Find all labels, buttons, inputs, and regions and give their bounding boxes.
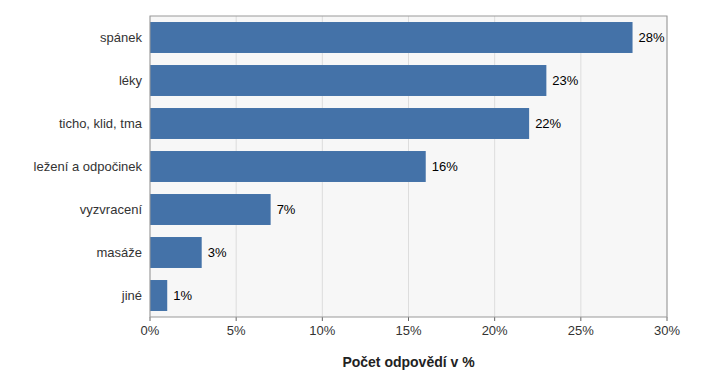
tick-mark [236,317,237,321]
bar [150,151,426,182]
category-label: jiné [121,288,142,303]
x-axis: 0% 5% 10% 15% 20% 25% 30% [141,317,681,338]
data-label: 3% [208,245,227,260]
grid-line [580,16,581,317]
tick-mark [667,317,668,321]
bar [150,108,529,139]
grid-line [494,16,495,317]
tick-label: 0% [141,323,160,338]
page: {"chart_data": {"type": "bar", "orientat… [0,0,701,379]
tick-label: 20% [482,323,508,338]
x-axis-label: Počet odpovědí v % [342,354,475,370]
data-label: 16% [432,159,458,174]
tick-label: 30% [654,323,680,338]
tick-mark [408,317,409,321]
category-label: ticho, klid, tma [59,116,143,131]
tick-label: 25% [568,323,594,338]
tick-mark [150,317,151,321]
bar [150,237,202,268]
data-label: 7% [277,202,296,217]
tick-mark [322,317,323,321]
data-label: 22% [535,116,561,131]
data-labels: 1% 3% 7% 16% 22% 23% 28% [173,30,665,303]
category-label: léky [119,73,143,88]
category-label: ležení a odpočinek [34,159,143,174]
chart: 0% 5% 10% 15% 20% 25% 30% 1% 3% 7% 16% 22% 23% 28% jin… [0,0,701,379]
grid [150,16,667,317]
y-axis: jiné masáže vyzvracení ležení a odpočinek ti… [34,30,143,303]
plot-frame [150,16,667,317]
tick-mark [580,317,581,321]
bar [150,22,633,53]
tick-label: 5% [227,323,246,338]
data-label: 1% [173,288,192,303]
tick-label: 15% [395,323,421,338]
category-label: vyzvracení [80,202,143,217]
data-label: 28% [639,30,665,45]
bar [150,194,271,225]
category-label: spánek [100,30,142,45]
tick-mark [494,317,495,321]
chart-container: 0% 5% 10% 15% 20% 25% 30% 1% 3% 7% 16% 22% 23% 28% jin… [0,0,701,379]
plot-background [150,16,667,317]
bar [150,280,167,311]
plot-area [150,16,667,317]
bar [150,65,546,96]
category-label: masáže [96,245,142,260]
data-label: 23% [552,73,578,88]
bars [150,22,633,311]
tick-label: 10% [309,323,335,338]
